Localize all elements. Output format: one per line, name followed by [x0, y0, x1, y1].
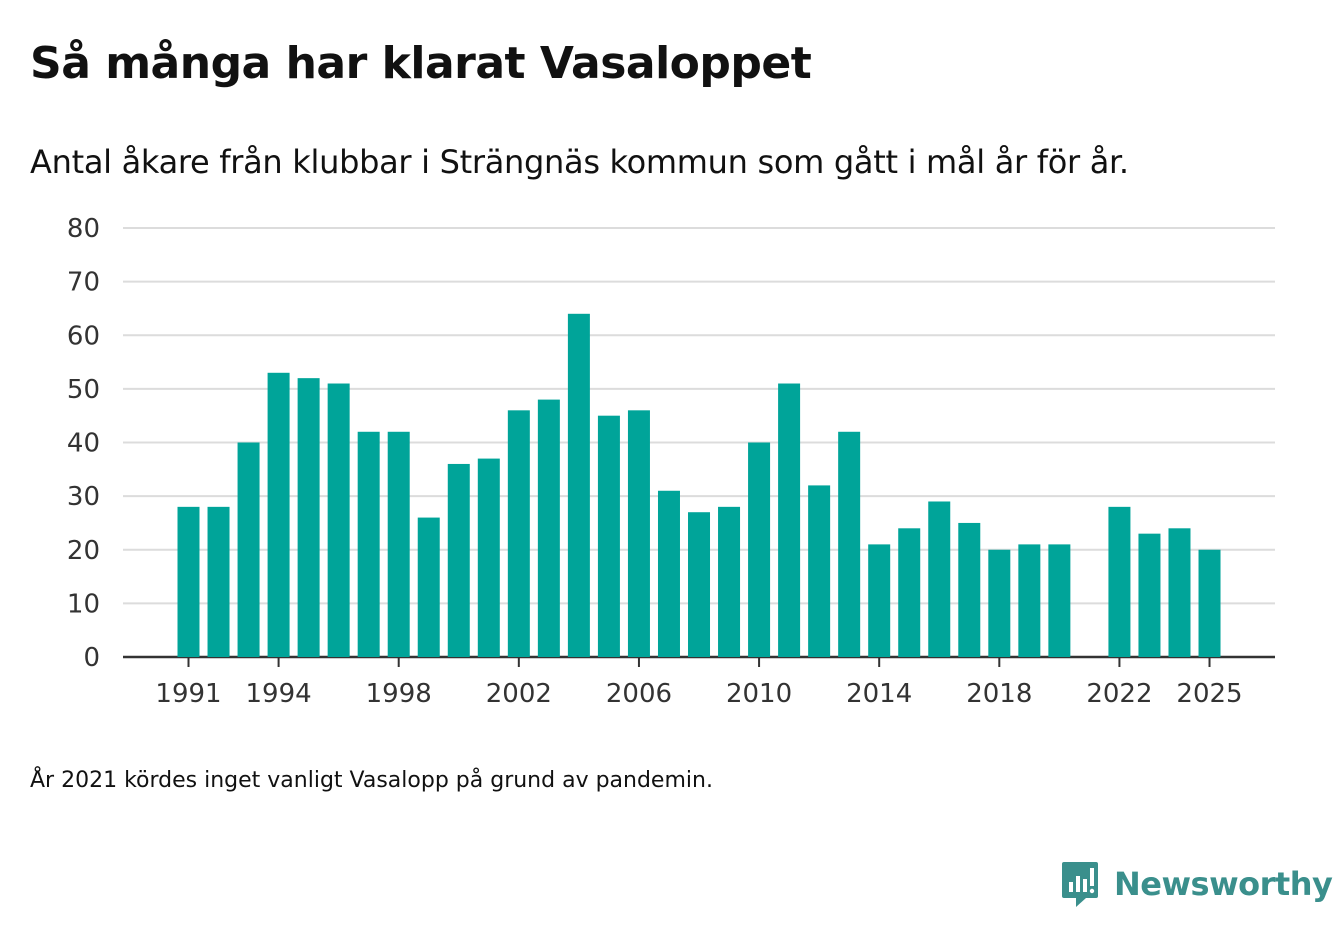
y-axis-ticks: 0 10 20 30 40 50 60 70 80 — [67, 214, 100, 673]
x-axis-ticks: 1991 1994 1998 2002 2006 2010 2014 2018 2022 2025 — [155, 657, 1243, 709]
x-tick-label: 2018 — [966, 679, 1032, 709]
bar-2022[interactable] — [1108, 506, 1131, 657]
bar-1996[interactable] — [327, 383, 350, 657]
bar-2002[interactable] — [507, 410, 530, 657]
bar-2017[interactable] — [958, 522, 981, 657]
bar-chart: 0 10 20 30 40 50 60 70 80 1991 1994 1998 2002 2006 20… — [67, 214, 1275, 709]
brand-name: Newsworthy — [1114, 865, 1333, 903]
x-tick-label: 1998 — [366, 679, 432, 709]
bar-2003[interactable] — [537, 399, 560, 657]
bar-2012[interactable] — [808, 485, 831, 657]
y-tick-label: 20 — [67, 536, 100, 566]
bar-2013[interactable] — [838, 431, 861, 657]
newsworthy-logo-icon — [1062, 862, 1098, 907]
x-tick-label: 2010 — [726, 679, 792, 709]
x-tick-label: 2022 — [1086, 679, 1152, 709]
bar-2007[interactable] — [657, 490, 680, 657]
bar-1997[interactable] — [357, 431, 380, 657]
footnote: År 2021 kördes inget vanligt Vasalopp på… — [30, 768, 713, 793]
x-tick-label: 1991 — [155, 679, 221, 709]
x-tick-label: 2002 — [486, 679, 552, 709]
y-tick-label: 30 — [67, 482, 100, 512]
chart-subtitle: Antal åkare från klubbar i Strängnäs kom… — [30, 143, 1129, 181]
bar-1992[interactable] — [207, 506, 230, 657]
y-tick-label: 70 — [67, 268, 100, 298]
bar-2023[interactable] — [1138, 533, 1161, 657]
bar-2008[interactable] — [688, 512, 711, 657]
bar-2001[interactable] — [477, 458, 500, 657]
x-tick-label: 2025 — [1176, 679, 1242, 709]
x-tick-label: 1994 — [246, 679, 312, 709]
bar-1999[interactable] — [417, 517, 440, 657]
y-tick-label: 10 — [67, 589, 100, 619]
bar-1993[interactable] — [237, 442, 260, 658]
bar-1998[interactable] — [387, 431, 410, 657]
bar-2004[interactable] — [567, 313, 590, 657]
bar-2024[interactable] — [1168, 528, 1191, 657]
x-tick-label: 2006 — [606, 679, 672, 709]
bar-2010[interactable] — [748, 442, 771, 658]
y-tick-label: 60 — [67, 321, 100, 351]
bar-1994[interactable] — [267, 372, 290, 657]
bar-2014[interactable] — [868, 544, 891, 657]
bar-2005[interactable] — [597, 415, 620, 657]
y-tick-label: 0 — [83, 643, 100, 673]
bar-2019[interactable] — [1018, 544, 1041, 657]
newsworthy-logo[interactable]: Newsworthy — [1060, 860, 1333, 908]
bar-1991[interactable] — [177, 506, 200, 657]
bar-2015[interactable] — [898, 528, 921, 657]
bar-2009[interactable] — [718, 506, 741, 657]
bar-2000[interactable] — [447, 463, 470, 657]
bar-2018[interactable] — [988, 549, 1011, 657]
bar-2020[interactable] — [1048, 544, 1071, 657]
bar-2006[interactable] — [627, 410, 650, 657]
y-tick-label: 40 — [67, 429, 100, 459]
y-tick-label: 80 — [67, 214, 100, 244]
y-tick-label: 50 — [67, 375, 100, 405]
bars — [177, 313, 1221, 658]
x-tick-label: 2014 — [846, 679, 912, 709]
bar-1995[interactable] — [297, 378, 320, 657]
bar-2011[interactable] — [778, 383, 801, 657]
bar-2025[interactable] — [1198, 549, 1221, 657]
bar-2016[interactable] — [928, 501, 951, 657]
chart-title: Så många har klarat Vasaloppet — [30, 38, 812, 89]
